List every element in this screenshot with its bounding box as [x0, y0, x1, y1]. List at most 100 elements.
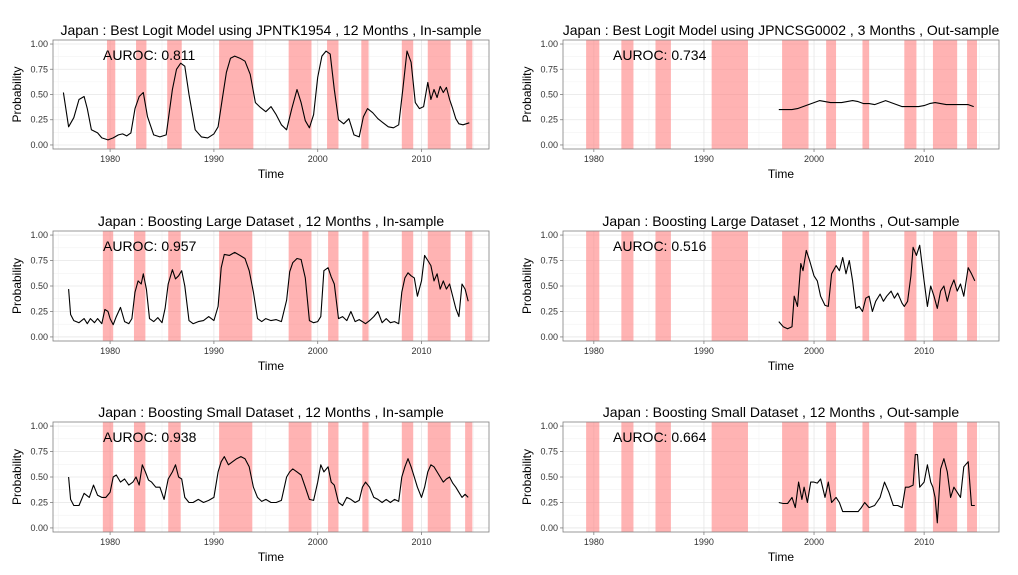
- recession-band: [219, 231, 253, 341]
- recession-band: [826, 422, 837, 532]
- recession-band: [826, 231, 837, 341]
- x-axis-label: Time: [768, 359, 795, 373]
- auroc-annotation: AUROC: 0.957: [103, 238, 197, 254]
- y-axis-label: Probability: [520, 258, 534, 314]
- x-tick-label: 1990: [204, 154, 224, 164]
- chart-title: Japan : Boosting Large Dataset , 12 Mont…: [602, 213, 959, 229]
- recession-band: [967, 40, 977, 149]
- y-axis-label: Probability: [10, 449, 24, 505]
- y-tick-label: 0.75: [540, 447, 558, 457]
- recession-band: [401, 40, 414, 149]
- x-tick-label: 1990: [694, 346, 714, 356]
- auroc-annotation: AUROC: 0.516: [613, 238, 707, 254]
- recession-band: [862, 40, 870, 149]
- chart-panel: 0.00 0.25 0.50 0.75 1.00 1980 1990 2000 2010 Japa…: [520, 404, 1000, 564]
- recession-band: [932, 40, 958, 149]
- recession-band: [782, 231, 809, 341]
- y-tick-label: 0.50: [30, 90, 48, 100]
- recession-band: [465, 422, 473, 532]
- recession-band: [219, 422, 253, 532]
- recession-band: [655, 231, 671, 341]
- y-tick-label: 0.25: [540, 306, 558, 316]
- y-tick-label: 0.50: [30, 281, 48, 291]
- recession-band: [102, 422, 114, 532]
- recession-band: [967, 422, 977, 532]
- probability-line: [68, 251, 469, 326]
- y-tick-label: 0.25: [540, 497, 558, 507]
- chart-panel: 0.00 0.25 0.50 0.75 1.00 1980 1990 2000 2010 Japa…: [520, 22, 999, 181]
- recession-band: [904, 422, 917, 532]
- y-axis-label: Probability: [520, 66, 534, 122]
- y-tick-label: 0.50: [540, 472, 558, 482]
- probability-line: [68, 456, 469, 507]
- y-tick-label: 0.50: [540, 90, 558, 100]
- y-tick-label: 0.25: [540, 115, 558, 125]
- recession-band: [621, 231, 634, 341]
- recession-band: [466, 40, 473, 149]
- chart-panel: 0.00 0.25 0.50 0.75 1.00 1980 1990 2000 2010 Japa…: [520, 213, 1000, 373]
- recession-band: [219, 40, 254, 149]
- y-tick-label: 0.25: [30, 115, 48, 125]
- x-tick-label: 1990: [694, 154, 714, 164]
- recession-band: [586, 231, 600, 341]
- x-tick-label: 1980: [100, 154, 120, 164]
- chart-panel: 0.00 0.25 0.50 0.75 1.00 1980 1990 2000 2010 Japa…: [10, 213, 490, 373]
- y-axis-label: Probability: [10, 258, 24, 314]
- auroc-annotation: AUROC: 0.664: [613, 429, 707, 445]
- y-tick-label: 0.25: [30, 497, 48, 507]
- auroc-annotation: AUROC: 0.734: [613, 47, 707, 63]
- recession-band: [168, 422, 181, 532]
- chart-title: Japan : Best Logit Model using JPNTK1954…: [60, 22, 481, 38]
- x-tick-label: 2010: [412, 346, 432, 356]
- recession-band: [655, 40, 671, 149]
- recession-band: [826, 40, 837, 149]
- y-tick-label: 0.50: [30, 472, 48, 482]
- recession-band: [904, 231, 917, 341]
- x-axis-label: Time: [768, 550, 795, 564]
- x-tick-label: 2000: [804, 346, 824, 356]
- probability-line: [778, 244, 976, 330]
- y-tick-label: 0.00: [540, 523, 558, 533]
- x-tick-label: 1990: [694, 537, 714, 547]
- x-tick-label: 2010: [914, 346, 934, 356]
- y-axis-label: Probability: [520, 449, 534, 505]
- y-tick-label: 0.00: [30, 332, 48, 342]
- y-tick-label: 0.75: [30, 64, 48, 74]
- recession-band: [586, 40, 600, 149]
- y-tick-label: 1.00: [540, 230, 558, 240]
- x-tick-label: 2000: [308, 346, 328, 356]
- x-axis-label: Time: [768, 167, 795, 181]
- x-axis-label: Time: [258, 359, 285, 373]
- y-tick-label: 0.00: [540, 140, 558, 150]
- x-tick-label: 1980: [100, 346, 120, 356]
- y-tick-label: 0.00: [30, 523, 48, 533]
- recession-band: [621, 40, 634, 149]
- recession-band: [168, 231, 181, 341]
- y-tick-label: 1.00: [540, 421, 558, 431]
- y-tick-label: 0.75: [540, 256, 558, 266]
- recession-band: [655, 422, 671, 532]
- x-tick-label: 1980: [584, 537, 604, 547]
- recession-band: [711, 231, 748, 341]
- chart-panel: 0.00 0.25 0.50 0.75 1.00 1980 1990 2000 2010 Japa…: [10, 404, 490, 564]
- y-tick-label: 0.75: [540, 64, 558, 74]
- y-tick-label: 1.00: [30, 230, 48, 240]
- recession-band: [862, 422, 870, 532]
- x-tick-label: 1990: [204, 346, 224, 356]
- chart-title: Japan : Boosting Small Dataset , 12 Mont…: [98, 404, 444, 420]
- recession-band: [362, 231, 369, 341]
- probability-line: [778, 100, 974, 111]
- recession-band: [904, 40, 917, 149]
- recession-band: [427, 40, 451, 149]
- recession-band: [401, 231, 414, 341]
- chart-title: Japan : Boosting Large Dataset , 12 Mont…: [98, 213, 445, 229]
- recession-band: [328, 231, 339, 341]
- recession-band: [327, 40, 339, 149]
- recession-band: [465, 231, 473, 341]
- recession-band: [288, 422, 312, 532]
- y-tick-label: 0.00: [30, 140, 48, 150]
- recession-band: [361, 40, 369, 149]
- x-tick-label: 2000: [308, 537, 328, 547]
- recession-band: [328, 422, 339, 532]
- y-tick-label: 0.25: [30, 306, 48, 316]
